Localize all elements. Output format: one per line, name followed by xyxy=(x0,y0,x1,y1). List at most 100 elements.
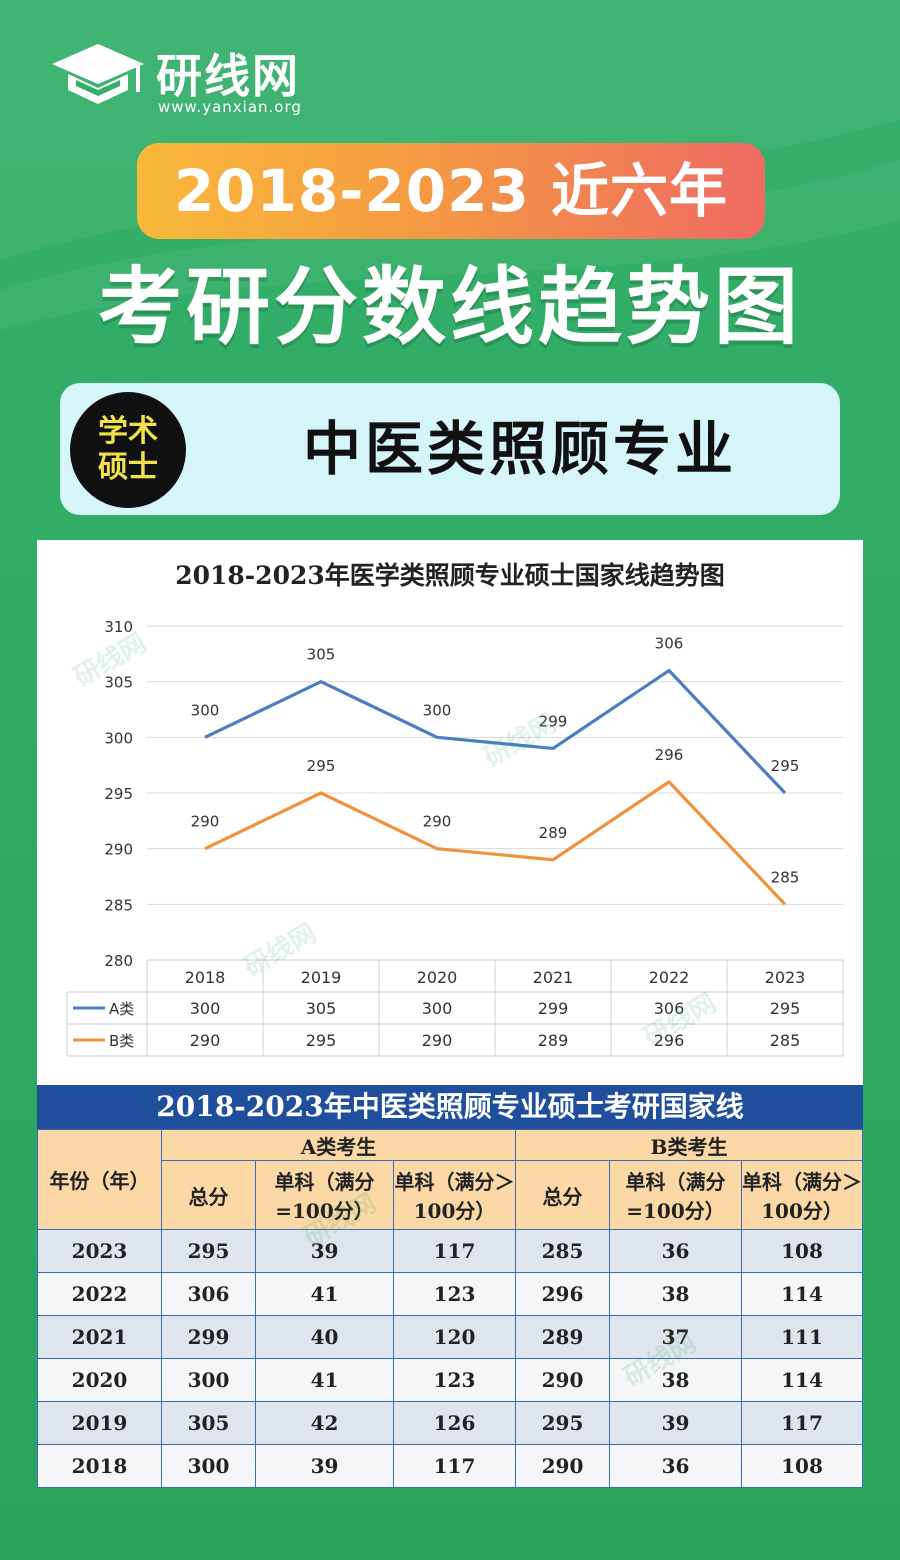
cell-a-s100: 40 xyxy=(255,1315,394,1359)
a-single-gt100-header: 单科（满分＞100分） xyxy=(393,1160,516,1230)
cell-a-sgt: 117 xyxy=(393,1229,516,1273)
brand-url: www.yanxian.org xyxy=(158,98,302,116)
brand-name: 研线网 xyxy=(156,49,300,103)
cell-year: 2020 xyxy=(37,1358,162,1402)
cell-a-s100: 42 xyxy=(255,1401,394,1445)
cell-b-sgt: 114 xyxy=(741,1358,863,1402)
y-tick-label: 305 xyxy=(104,674,133,692)
degree-line-2: 硕士 xyxy=(98,450,158,485)
table-value: 296 xyxy=(654,1031,685,1050)
group-b-header: B类考生 xyxy=(515,1128,863,1162)
cell-a-total: 295 xyxy=(161,1229,256,1273)
cell-b-total: 289 xyxy=(515,1315,610,1359)
cell-a-total: 305 xyxy=(161,1401,256,1445)
cell-a-sgt: 123 xyxy=(393,1358,516,1402)
chart-title: 2018-2023年医学类照顾专业硕士国家线趋势图 xyxy=(175,561,725,590)
a-total-header: 总分 xyxy=(161,1160,256,1230)
cell-b-sgt: 108 xyxy=(741,1444,863,1488)
b-total-header: 总分 xyxy=(515,1160,610,1230)
cell-a-s100: 41 xyxy=(255,1358,394,1402)
cell-b-s100: 36 xyxy=(609,1229,742,1273)
table-row: 2020 300 41 123 290 38 114 xyxy=(37,1358,863,1402)
table-value: 289 xyxy=(538,1031,569,1050)
y-tick-label: 285 xyxy=(104,896,133,914)
data-label: 295 xyxy=(771,757,800,775)
y-tick-label: 310 xyxy=(104,618,133,636)
table-value: 305 xyxy=(306,999,337,1018)
y-tick-label: 295 xyxy=(104,785,133,803)
year-header: 年份（年） xyxy=(37,1129,162,1230)
page-title: 考研分数线趋势图 xyxy=(97,258,802,356)
data-label: 300 xyxy=(191,701,220,719)
cell-a-sgt: 123 xyxy=(393,1272,516,1316)
data-label: 299 xyxy=(539,712,568,730)
cell-b-s100: 38 xyxy=(609,1272,742,1316)
cell-a-total: 299 xyxy=(161,1315,256,1359)
cell-b-s100: 36 xyxy=(609,1444,742,1488)
y-tick-label: 290 xyxy=(104,841,133,859)
data-label: 296 xyxy=(655,746,684,764)
data-label: 305 xyxy=(307,646,336,664)
table-value: 299 xyxy=(538,999,569,1018)
cell-a-sgt: 120 xyxy=(393,1315,516,1359)
table-row: 2019 305 42 126 295 39 117 xyxy=(37,1401,863,1445)
trend-chart-panel: 2018-2023年医学类照顾专业硕士国家线趋势图 310 305 300 295 29… xyxy=(37,540,863,1085)
cell-a-sgt: 126 xyxy=(393,1401,516,1445)
table-row: 2023 295 39 117 285 36 108 xyxy=(37,1229,863,1273)
score-table-section: 2018-2023年中医类照顾专业硕士考研国家线 年份（年） A类考生 B类考生… xyxy=(37,1085,863,1497)
data-label: 289 xyxy=(539,824,568,842)
table-value: 290 xyxy=(190,1031,221,1050)
table-value: 295 xyxy=(306,1031,337,1050)
cell-a-total: 300 xyxy=(161,1358,256,1402)
cell-year: 2018 xyxy=(37,1444,162,1488)
cell-year: 2022 xyxy=(37,1272,162,1316)
score-table: 年份（年） A类考生 B类考生 总分 单科（满分=100分） 单科（满分＞100… xyxy=(37,1128,863,1488)
cell-b-sgt: 114 xyxy=(741,1272,863,1316)
table-row: 2021 299 40 120 289 37 111 xyxy=(37,1315,863,1359)
cell-b-total: 285 xyxy=(515,1229,610,1273)
cell-b-s100: 39 xyxy=(609,1401,742,1445)
x-tick-label: 2018 xyxy=(185,968,226,987)
a-single-100-header: 单科（满分=100分） xyxy=(255,1160,394,1230)
cell-b-s100: 37 xyxy=(609,1315,742,1359)
table-value: 306 xyxy=(654,999,685,1018)
cell-b-sgt: 108 xyxy=(741,1229,863,1273)
cell-b-total: 296 xyxy=(515,1272,610,1316)
b-single-100-header: 单科（满分=100分） xyxy=(609,1160,742,1230)
data-label: 295 xyxy=(307,757,336,775)
degree-line-1: 学术 xyxy=(98,414,158,449)
cell-a-s100: 39 xyxy=(255,1229,394,1273)
series-line-a xyxy=(204,668,787,795)
group-a-header: A类考生 xyxy=(161,1128,516,1162)
table-value: 290 xyxy=(422,1031,453,1050)
cell-b-sgt: 111 xyxy=(741,1315,863,1359)
table-value: 300 xyxy=(422,999,453,1018)
table-value: 300 xyxy=(190,999,221,1018)
table-row: 2022 306 41 123 296 38 114 xyxy=(37,1272,863,1316)
subject-banner xyxy=(60,383,840,515)
cell-year: 2019 xyxy=(37,1401,162,1445)
table-row: 2018 300 39 117 290 36 108 xyxy=(37,1444,863,1488)
x-tick-label: 2021 xyxy=(533,968,574,987)
data-label: 290 xyxy=(191,813,220,831)
table-value: 285 xyxy=(770,1031,801,1050)
cell-a-s100: 41 xyxy=(255,1272,394,1316)
cell-a-total: 300 xyxy=(161,1444,256,1488)
degree-badge: 学术 硕士 xyxy=(70,392,186,508)
data-label: 285 xyxy=(771,868,800,886)
brand-logo: 研线网 www.yanxian.org xyxy=(48,36,348,126)
cell-b-total: 295 xyxy=(515,1401,610,1445)
trend-chart: 2018-2023年医学类照顾专业硕士国家线趋势图 310 305 300 295 29… xyxy=(66,561,844,1057)
x-tick-label: 2019 xyxy=(301,968,342,987)
b-single-gt100-header: 单科（满分＞100分） xyxy=(741,1160,863,1230)
data-label: 290 xyxy=(423,813,452,831)
subject-title: 中医类照顾专业 xyxy=(302,415,737,483)
cell-year: 2023 xyxy=(37,1229,162,1273)
cell-b-sgt: 117 xyxy=(741,1401,863,1445)
data-label: 300 xyxy=(423,701,452,719)
legend-label: A类 xyxy=(109,1000,134,1018)
graduation-cap-icon xyxy=(52,44,144,104)
cell-b-total: 290 xyxy=(515,1358,610,1402)
table-title: 2018-2023年中医类照顾专业硕士考研国家线 xyxy=(37,1085,863,1129)
legend-label: B类 xyxy=(109,1032,134,1050)
